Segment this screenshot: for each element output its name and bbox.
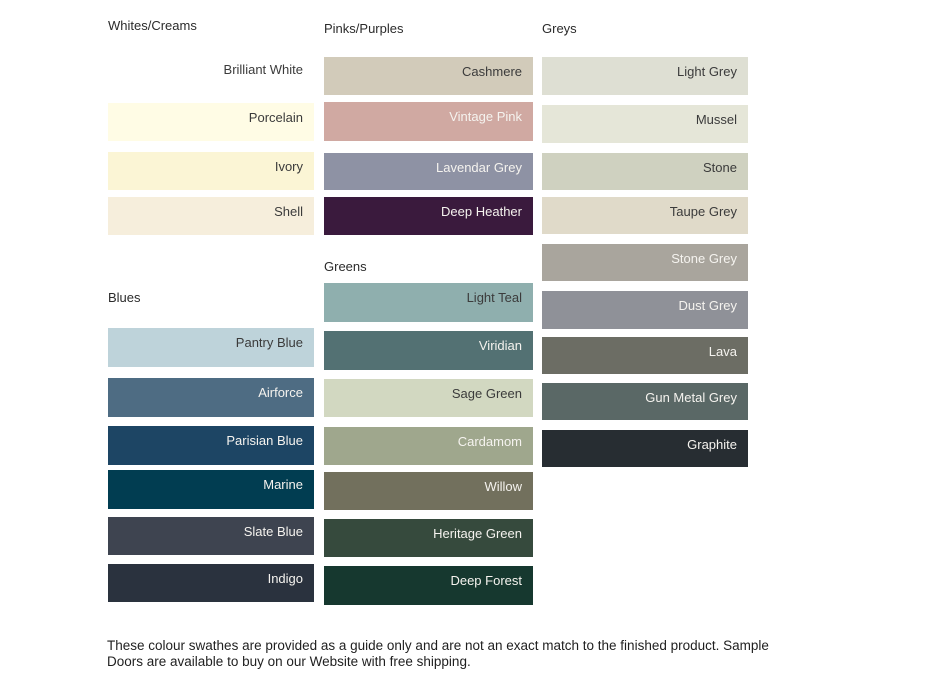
swatch-dust-grey: Dust Grey [542,291,748,329]
swatch-willow: Willow [324,472,533,510]
column-pinks-greens: Pinks/Purples Cashmere Vintage Pink Lavenda… [324,0,533,700]
swatch-shell: Shell [108,197,314,235]
swatch-graphite: Graphite [542,430,748,467]
swatch-label-parisian-blue: Parisian Blue [226,433,303,448]
swatch-label-airforce: Airforce [258,385,303,400]
section-heading-pinks-purples: Pinks/Purples [324,21,404,36]
swatch-indigo: Indigo [108,564,314,602]
swatch-gun-metal-grey: Gun Metal Grey [542,383,748,420]
swatch-label-shell: Shell [274,204,303,219]
swatch-lavendar-grey: Lavendar Grey [324,153,533,190]
swatch-label-stone: Stone [703,160,737,175]
swatch-light-teal: Light Teal [324,283,533,322]
swatch-label-marine: Marine [263,477,303,492]
swatch-label-vintage-pink: Vintage Pink [449,109,522,124]
swatch-label-cashmere: Cashmere [462,64,522,79]
swatch-label-ivory: Ivory [274,159,303,174]
section-heading-greens: Greens [324,259,367,274]
swatch-label-brilliant-white: Brilliant White [223,62,303,77]
footer-note: These colour swathes are provided as a g… [107,638,807,670]
footer-note-line-2: Doors are available to buy on our Websit… [107,654,471,669]
swatch-label-viridian: Viridian [478,338,522,353]
swatch-label-mussel: Mussel [695,112,737,127]
swatch-airforce: Airforce [108,378,314,417]
swatch-label-porcelain: Porcelain [248,110,303,125]
swatch-label-deep-heather: Deep Heather [441,204,522,219]
swatch-label-graphite: Graphite [687,437,737,452]
swatch-vintage-pink: Vintage Pink [324,102,533,141]
swatch-label-slate-blue: Slate Blue [243,524,303,539]
swatch-label-willow: Willow [484,479,522,494]
swatch-label-indigo: Indigo [267,571,303,586]
swatch-marine: Marine [108,470,314,509]
swatch-label-lava: Lava [708,344,737,359]
swatch-viridian: Viridian [324,331,533,370]
swatch-brilliant-white: Brilliant White [108,55,314,93]
column-greys: Greys Light Grey Mussel Stone Taupe Grey Ston… [542,0,748,700]
swatch-parisian-blue: Parisian Blue [108,426,314,465]
swatch-label-stone-grey: Stone Grey [671,251,737,266]
swatch-ivory: Ivory [108,152,314,190]
swatch-deep-forest: Deep Forest [324,566,533,605]
swatch-light-grey: Light Grey [542,57,748,95]
swatch-label-dust-grey: Dust Grey [678,298,737,313]
swatch-stone: Stone [542,153,748,190]
footer-note-line-1: These colour swathes are provided as a g… [107,638,769,653]
swatch-label-deep-forest: Deep Forest [450,573,522,588]
section-heading-whites-creams: Whites/Creams [108,18,197,33]
swatch-sage-green: Sage Green [324,379,533,417]
swatch-stone-grey: Stone Grey [542,244,748,281]
section-heading-blues: Blues [108,290,141,305]
swatch-cashmere: Cashmere [324,57,533,95]
swatch-cardamom: Cardamom [324,427,533,465]
swatch-porcelain: Porcelain [108,103,314,141]
swatch-slate-blue: Slate Blue [108,517,314,555]
section-heading-greys: Greys [542,21,577,36]
swatch-label-light-grey: Light Grey [677,64,737,79]
swatch-label-light-teal: Light Teal [466,290,522,305]
swatch-label-gun-metal-grey: Gun Metal Grey [645,390,737,405]
swatch-label-taupe-grey: Taupe Grey [669,204,737,219]
swatch-mussel: Mussel [542,105,748,143]
swatch-label-pantry-blue: Pantry Blue [235,335,303,350]
swatch-taupe-grey: Taupe Grey [542,197,748,234]
swatch-label-heritage-green: Heritage Green [433,526,522,541]
swatch-heritage-green: Heritage Green [324,519,533,557]
swatch-pantry-blue: Pantry Blue [108,328,314,367]
swatch-label-lavendar-grey: Lavendar Grey [436,160,522,175]
column-whites-blues: Whites/Creams Brilliant White Porcelain Ivo… [108,0,314,700]
swatch-deep-heather: Deep Heather [324,197,533,235]
swatch-label-sage-green: Sage Green [451,386,522,401]
swatch-label-cardamom: Cardamom [457,434,522,449]
swatch-lava: Lava [542,337,748,374]
